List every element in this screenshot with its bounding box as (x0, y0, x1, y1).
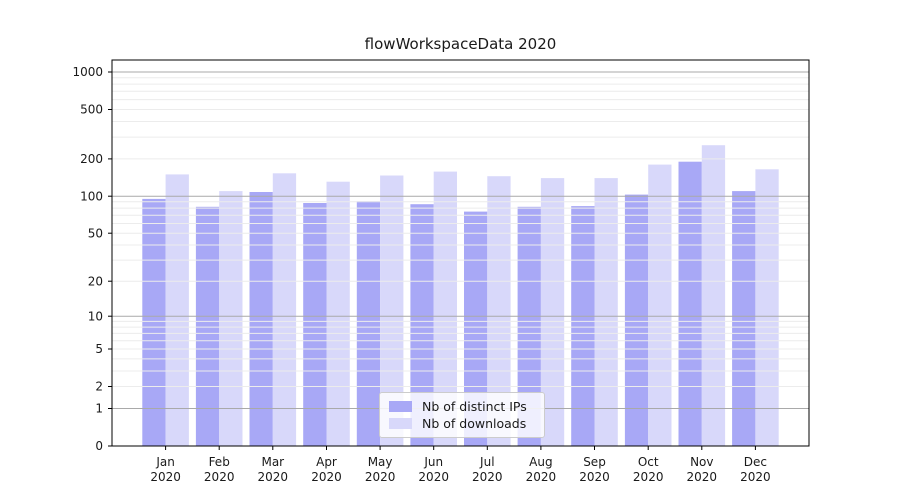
x-tick-label-month: Apr (316, 455, 337, 469)
x-tick-label-month: Feb (209, 455, 230, 469)
bar-ips-sep (571, 206, 595, 446)
bar-downloads-jan (165, 174, 189, 446)
x-tick-label-year: 2020 (311, 470, 342, 484)
bar-ips-dec (732, 191, 756, 446)
x-tick-label-year: 2020 (526, 470, 557, 484)
bar-downloads-feb (219, 191, 243, 446)
x-tick-label-year: 2020 (633, 470, 664, 484)
chart-title: flowWorkspaceData 2020 (364, 35, 557, 53)
x-tick-label-year: 2020 (258, 470, 289, 484)
y-tick-label: 100 (80, 189, 103, 203)
legend-label: Nb of distinct IPs (422, 398, 527, 414)
bar-downloads-nov (701, 145, 726, 446)
x-tick-label-year: 2020 (472, 470, 503, 484)
y-tick-label: 0 (95, 439, 103, 453)
legend-item: Nb of downloads (389, 416, 535, 431)
plot-border (111, 59, 810, 447)
bar-downloads-jul (487, 176, 511, 446)
y-tick-label: 5 (95, 342, 103, 356)
bar-downloads-apr (326, 181, 350, 446)
bar-ips-mar (249, 192, 273, 446)
y-tick-label: 1 (95, 402, 103, 416)
x-tick-label-month: Dec (744, 455, 767, 469)
x-tick-label-month: Jul (479, 455, 494, 469)
y-tick-label: 20 (88, 274, 103, 288)
x-tick-label-month: Nov (690, 455, 713, 469)
x-tick-label-year: 2020 (579, 470, 610, 484)
y-tick-label: 50 (88, 226, 103, 240)
x-tick-label-year: 2020 (204, 470, 235, 484)
bar-ips-nov (678, 161, 702, 446)
x-tick-label-year: 2020 (687, 470, 718, 484)
bar-ips-jun (410, 204, 434, 446)
x-tick-label-month: Mar (261, 455, 284, 469)
bar-downloads-jun (433, 171, 457, 446)
bar-ips-jan (142, 198, 166, 446)
y-tick-label: 10 (88, 309, 103, 323)
bar-ips-may (356, 201, 381, 446)
y-tick-label: 200 (80, 152, 103, 166)
legend: Nb of distinct IPs Nb of downloads (379, 392, 545, 438)
bar-ips-oct (624, 194, 649, 446)
x-tick-label-month: Aug (529, 455, 552, 469)
bar-downloads-dec (755, 169, 779, 447)
y-tick-label: 2 (95, 380, 103, 394)
bar-ips-apr (303, 203, 327, 446)
legend-item: Nb of distinct IPs (389, 399, 535, 414)
bar-ips-feb (195, 206, 220, 446)
bar-ips-jul (464, 211, 488, 446)
legend-label: Nb of downloads (422, 416, 527, 432)
bar-downloads-mar (272, 173, 297, 447)
x-tick-label-year: 2020 (365, 470, 396, 484)
x-tick-label-month: May (368, 455, 393, 469)
x-tick-label-month: Jan (155, 455, 175, 469)
x-tick-label-month: Sep (583, 455, 606, 469)
y-tick-label: 500 (80, 103, 103, 117)
legend-swatch-icon (389, 418, 412, 430)
bar-downloads-may (380, 175, 404, 446)
x-tick-label-year: 2020 (418, 470, 449, 484)
y-tick-label: 1000 (72, 65, 103, 79)
x-tick-label-month: Oct (638, 455, 659, 469)
x-tick-label-month: Jun (423, 455, 443, 469)
x-tick-label-year: 2020 (740, 470, 771, 484)
bar-downloads-sep (594, 178, 618, 446)
legend-swatch-icon (389, 400, 412, 412)
x-tick-label-year: 2020 (150, 470, 181, 484)
bar-downloads-oct (648, 164, 672, 446)
